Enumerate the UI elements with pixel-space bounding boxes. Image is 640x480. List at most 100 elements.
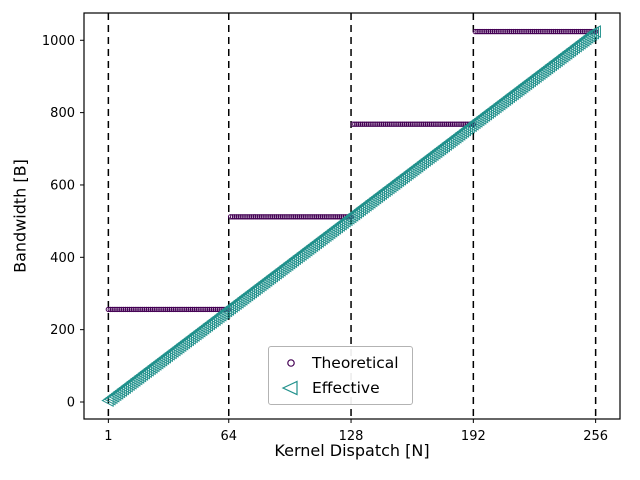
- theoretical-point-marker: [182, 306, 188, 313]
- theoretical-point-marker: [478, 28, 484, 35]
- theoretical-point-marker: [262, 214, 268, 220]
- theoretical-point-marker: [292, 214, 299, 220]
- theoretical-point-marker: [334, 214, 341, 220]
- theoretical-point-marker: [153, 306, 159, 313]
- theoretical-point-marker: [300, 214, 306, 220]
- x-tick-label: 192: [461, 429, 486, 444]
- theoretical-point-marker: [533, 28, 540, 35]
- theoretical-point-marker: [287, 214, 293, 220]
- theoretical-point-marker: [357, 121, 364, 127]
- theoretical-point-marker: [388, 121, 394, 127]
- theoretical-point-marker: [453, 121, 459, 127]
- theoretical-point-marker: [138, 306, 144, 313]
- theoretical-point-marker: [172, 306, 178, 313]
- legend: Theoretical Effective: [268, 346, 413, 405]
- theoretical-point-marker: [256, 214, 263, 220]
- theoretical-point-marker: [214, 306, 220, 313]
- theoretical-point-marker: [361, 121, 368, 127]
- theoretical-point-marker: [210, 306, 217, 313]
- theoretical-point-marker: [575, 28, 582, 35]
- theoretical-point-marker: [185, 306, 192, 313]
- theoretical-point-marker: [487, 28, 494, 35]
- theoretical-point-marker: [327, 214, 333, 220]
- theoretical-point-marker: [552, 28, 559, 35]
- theoretical-point-marker: [313, 214, 320, 220]
- theoretical-point-marker: [126, 306, 133, 313]
- theoretical-point-marker: [579, 28, 585, 35]
- theoretical-point-marker: [558, 28, 564, 35]
- theoretical-point-marker: [140, 306, 146, 313]
- theoretical-point-marker: [268, 214, 274, 220]
- theoretical-point-marker: [199, 306, 205, 313]
- theoretical-point-marker: [107, 306, 113, 313]
- theoretical-point-marker: [235, 214, 242, 220]
- theoretical-point-marker: [543, 28, 549, 35]
- theoretical-point-marker: [440, 121, 446, 127]
- theoretical-point-marker: [193, 306, 199, 313]
- x-tick-label: 1: [104, 429, 112, 444]
- theoretical-point-marker: [231, 214, 238, 220]
- theoretical-point-marker: [520, 28, 526, 35]
- theoretical-point-marker: [365, 121, 371, 127]
- theoretical-point-marker: [260, 214, 266, 220]
- theoretical-point-marker: [180, 306, 186, 313]
- theoretical-point-marker: [170, 306, 177, 313]
- theoretical-point-marker: [105, 306, 112, 313]
- theoretical-point-marker: [275, 214, 282, 220]
- theoretical-point-marker: [384, 121, 391, 127]
- y-tick-label: 600: [50, 178, 75, 193]
- theoretical-point-marker: [510, 28, 517, 35]
- theoretical-point-marker: [545, 28, 551, 35]
- theoretical-point-marker: [369, 121, 375, 127]
- theoretical-point-marker: [277, 214, 284, 220]
- theoretical-point-marker: [541, 28, 547, 35]
- theoretical-point-marker: [526, 28, 532, 35]
- theoretical-point-marker: [333, 214, 339, 220]
- theoretical-point-marker: [161, 306, 167, 313]
- theoretical-point-marker: [147, 306, 154, 313]
- theoretical-point-marker: [245, 214, 251, 220]
- theoretical-point-marker: [568, 28, 574, 35]
- y-tick-label: 0: [67, 395, 75, 410]
- theoretical-point-marker: [434, 121, 440, 127]
- theoretical-point-marker: [132, 306, 138, 313]
- theoretical-point-marker: [329, 214, 335, 220]
- theoretical-point-marker: [419, 121, 425, 127]
- theoretical-point-marker: [455, 121, 461, 127]
- theoretical-point-marker: [405, 121, 412, 127]
- theoretical-point-marker: [445, 121, 452, 127]
- theoretical-point-marker: [497, 28, 503, 35]
- effective-point-marker: [588, 25, 601, 39]
- theoretical-point-marker: [178, 306, 184, 313]
- theoretical-point-marker: [145, 306, 152, 313]
- theoretical-point-marker: [564, 28, 570, 35]
- theoretical-point-marker: [459, 121, 465, 127]
- x-tick-label: 64: [220, 429, 237, 444]
- theoretical-point-marker: [566, 28, 572, 35]
- theoretical-point-marker: [516, 28, 522, 35]
- theoretical-point-marker: [273, 214, 280, 220]
- theoretical-point-marker: [449, 121, 456, 127]
- x-axis-label: Kernel Dispatch [N]: [274, 441, 430, 460]
- theoretical-point-marker: [373, 121, 379, 127]
- y-tick-label: 800: [50, 106, 75, 121]
- theoretical-point-marker: [424, 121, 431, 127]
- theoretical-point-marker: [422, 121, 429, 127]
- y-tick-label: 1000: [42, 34, 75, 49]
- y-tick-label: 200: [50, 323, 75, 338]
- theoretical-point-marker: [441, 121, 448, 127]
- theoretical-point-marker: [355, 121, 362, 127]
- theoretical-point-marker: [378, 121, 385, 127]
- theoretical-point-marker: [394, 121, 400, 127]
- theoretical-point-marker: [457, 121, 463, 127]
- theoretical-point-marker: [283, 214, 289, 220]
- theoretical-point-marker: [247, 214, 253, 220]
- theoretical-point-marker: [128, 306, 134, 313]
- theoretical-point-marker: [474, 28, 480, 35]
- theoretical-point-marker: [350, 121, 356, 127]
- theoretical-point-marker: [227, 214, 234, 220]
- theoretical-point-marker: [176, 306, 182, 313]
- theoretical-circle-marker-icon: [287, 359, 295, 367]
- theoretical-point-marker: [184, 306, 190, 313]
